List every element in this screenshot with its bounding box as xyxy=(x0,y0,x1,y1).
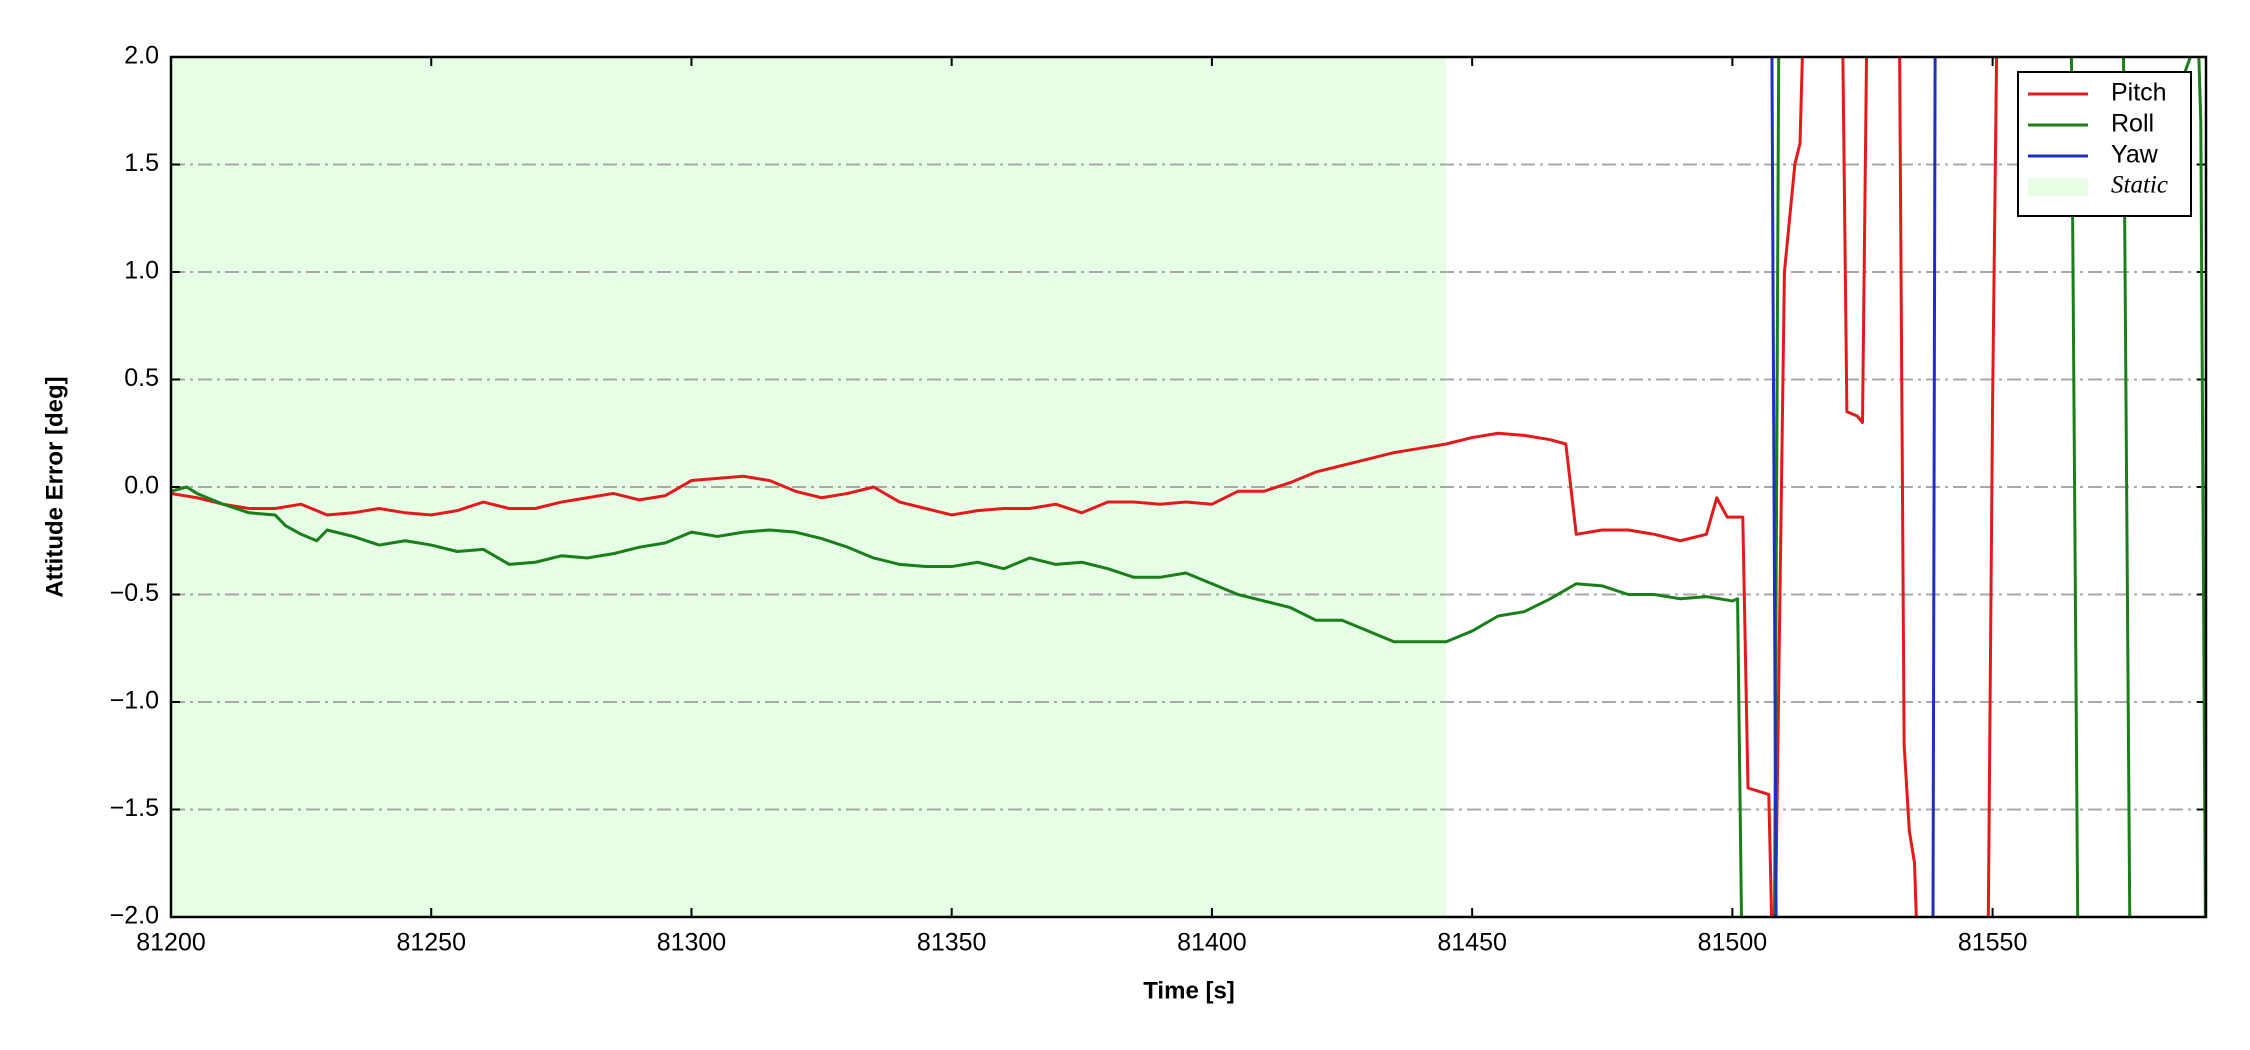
y-tick-label: 0.0 xyxy=(124,472,159,500)
x-tick-label: 81200 xyxy=(136,929,206,957)
legend-swatch xyxy=(2028,178,2088,196)
y-tick-label: 1.0 xyxy=(124,257,159,285)
series-line xyxy=(1770,57,1937,917)
series-line xyxy=(171,57,2206,917)
x-tick-label: 81500 xyxy=(1698,929,1768,957)
legend-label: Pitch xyxy=(2111,79,2167,107)
y-tick-label: −1.5 xyxy=(110,794,159,822)
x-tick-label: 81400 xyxy=(1177,929,1247,957)
legend-label: Yaw xyxy=(2111,141,2159,169)
x-axis-label: Time [s] xyxy=(1143,977,1235,1004)
x-tick-label: 81450 xyxy=(1437,929,1507,957)
y-tick-label: 0.5 xyxy=(124,364,159,392)
y-axis-label: Attitude Error [deg] xyxy=(41,376,68,597)
series-line xyxy=(171,57,1999,917)
y-tick-label: 2.0 xyxy=(124,42,159,70)
x-tick-label: 81250 xyxy=(396,929,466,957)
y-tick-label: 1.5 xyxy=(124,149,159,177)
x-tick-label: 81350 xyxy=(917,929,987,957)
plot-frame xyxy=(169,55,2208,919)
y-tick-label: −0.5 xyxy=(110,579,159,607)
legend-label: Static xyxy=(2111,172,2168,199)
y-tick-label: −2.0 xyxy=(110,902,159,930)
legend-label: Roll xyxy=(2111,110,2154,138)
x-tick-label: 81300 xyxy=(657,929,727,957)
x-tick-label: 81550 xyxy=(1958,929,2028,957)
y-tick-label: −1.0 xyxy=(110,687,159,715)
plot-area xyxy=(171,57,2206,917)
